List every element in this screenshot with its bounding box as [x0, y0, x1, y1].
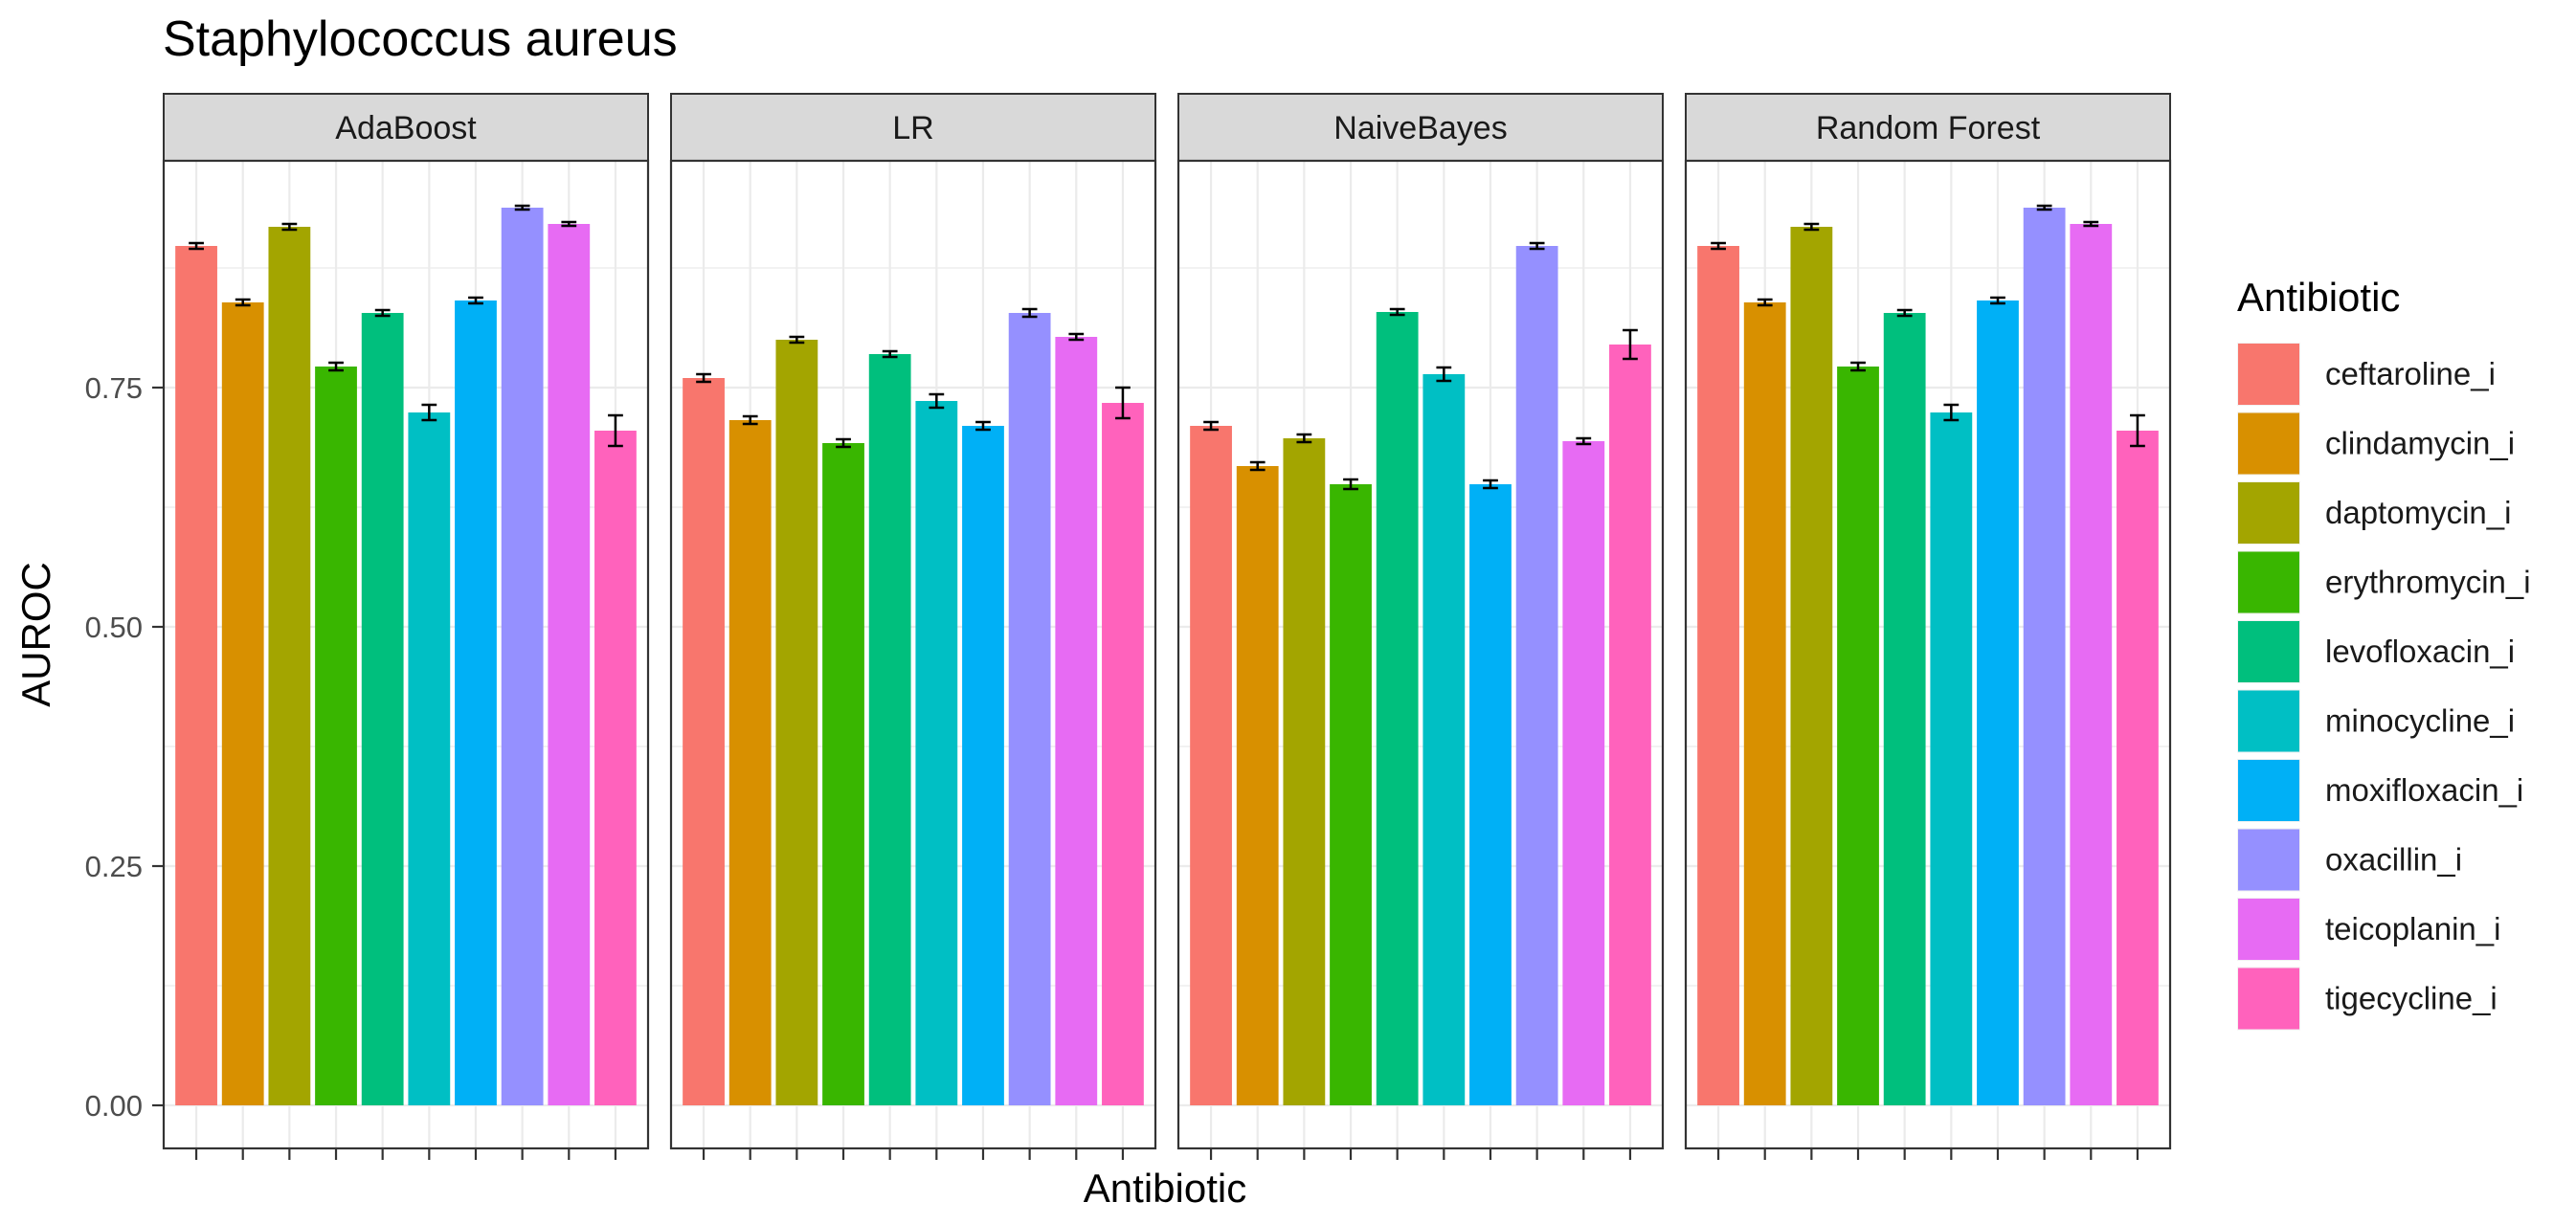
x-axis-title: Antibiotic [1084, 1166, 1246, 1211]
legend-title: Antibiotic [2237, 275, 2400, 320]
bar [268, 227, 311, 1105]
legend-label: teicoplanin_i [2325, 911, 2500, 946]
y-tick-label: 0.00 [85, 1089, 143, 1123]
bar [683, 378, 725, 1105]
bar [1055, 337, 1098, 1105]
y-tick-label: 0.25 [85, 850, 143, 883]
bar [1330, 484, 1372, 1105]
legend-key [2238, 690, 2299, 752]
facet-strip-label: Random Forest [1816, 110, 2041, 146]
bar [1790, 227, 1833, 1105]
bar [962, 426, 1004, 1105]
bar [1283, 438, 1326, 1105]
bar [501, 208, 544, 1105]
legend-label: tigecycline_i [2325, 981, 2498, 1016]
legend-label: oxacillin_i [2325, 842, 2462, 878]
legend-key [2238, 899, 2299, 960]
facet-strip-label: NaiveBayes [1333, 110, 1507, 146]
bar [2070, 224, 2113, 1105]
panel-border [669, 159, 1157, 1150]
legend-label: minocycline_i [2325, 703, 2515, 739]
panel-border [162, 159, 650, 1150]
bar [1977, 300, 2019, 1105]
bar [1609, 345, 1651, 1105]
facet-strip [670, 93, 1156, 162]
facet-strip-label: LR [892, 110, 933, 146]
legend-label: clindamycin_i [2325, 426, 2515, 461]
bar [221, 302, 264, 1105]
facet-strip [1685, 93, 2171, 162]
bar [455, 300, 497, 1105]
bar [915, 401, 958, 1105]
bar [315, 367, 357, 1105]
bar [1930, 412, 1973, 1105]
facet-strip [1177, 93, 1664, 162]
legend-key [2238, 760, 2299, 821]
bar [408, 412, 451, 1105]
bar [594, 431, 637, 1105]
legend-key [2238, 412, 2299, 475]
bar [1883, 313, 1926, 1105]
bar [1190, 426, 1232, 1105]
legend: Antibiotic ceftaroline_i clindamycin_idap… [2237, 275, 2531, 1031]
facet-strip [163, 93, 649, 162]
legend-key [2238, 482, 2299, 544]
bar [1515, 246, 1558, 1105]
y-axis-title: AUROC [13, 562, 58, 707]
y-axis: 0.00 0.25 0.50 0.75 [85, 371, 164, 1123]
panel-border [1684, 159, 2172, 1150]
bar [2117, 431, 2159, 1105]
y-tick-label: 0.75 [85, 371, 143, 405]
facet-panel: Random Forest [1684, 93, 2172, 1160]
bar [1102, 403, 1144, 1105]
legend-key [2238, 621, 2299, 682]
legend-label: ceftaroline_i [2325, 356, 2496, 391]
legend-label: moxifloxacin_i [2325, 772, 2523, 808]
bar [775, 340, 818, 1105]
bar [1236, 466, 1279, 1105]
bar [1743, 302, 1786, 1105]
bar [1697, 246, 1739, 1105]
bar [868, 354, 911, 1105]
legend-key [2238, 829, 2299, 891]
facet-strip-label: AdaBoost [335, 110, 477, 146]
y-tick-label: 0.50 [85, 611, 143, 644]
bar [1008, 313, 1051, 1105]
legend-key [2238, 968, 2299, 1030]
bar [1562, 441, 1605, 1105]
bar [1837, 367, 1879, 1105]
bar [175, 246, 217, 1105]
legend-key [2238, 344, 2299, 405]
facet-panels: AdaBoost LR NaiveBayes Random Forest [162, 93, 2172, 1160]
legend-label: daptomycin_i [2325, 495, 2511, 530]
bar [2023, 208, 2066, 1105]
bar [822, 443, 864, 1105]
legend-label: levofloxacin_i [2325, 634, 2515, 669]
bar [361, 313, 404, 1105]
bar [1469, 484, 1512, 1105]
facet-panel: NaiveBayes [1176, 93, 1665, 1160]
bar [728, 420, 772, 1105]
bar [1422, 374, 1466, 1105]
chart-title: Staphylococcus aureus [163, 11, 678, 67]
panel-border [1176, 159, 1665, 1150]
facet-panel: LR [669, 93, 1157, 1160]
bar [1376, 312, 1419, 1105]
bar [548, 224, 591, 1105]
legend-key [2238, 551, 2299, 613]
legend-label: erythromycin_i [2325, 565, 2531, 600]
facet-panel: AdaBoost [162, 93, 650, 1160]
